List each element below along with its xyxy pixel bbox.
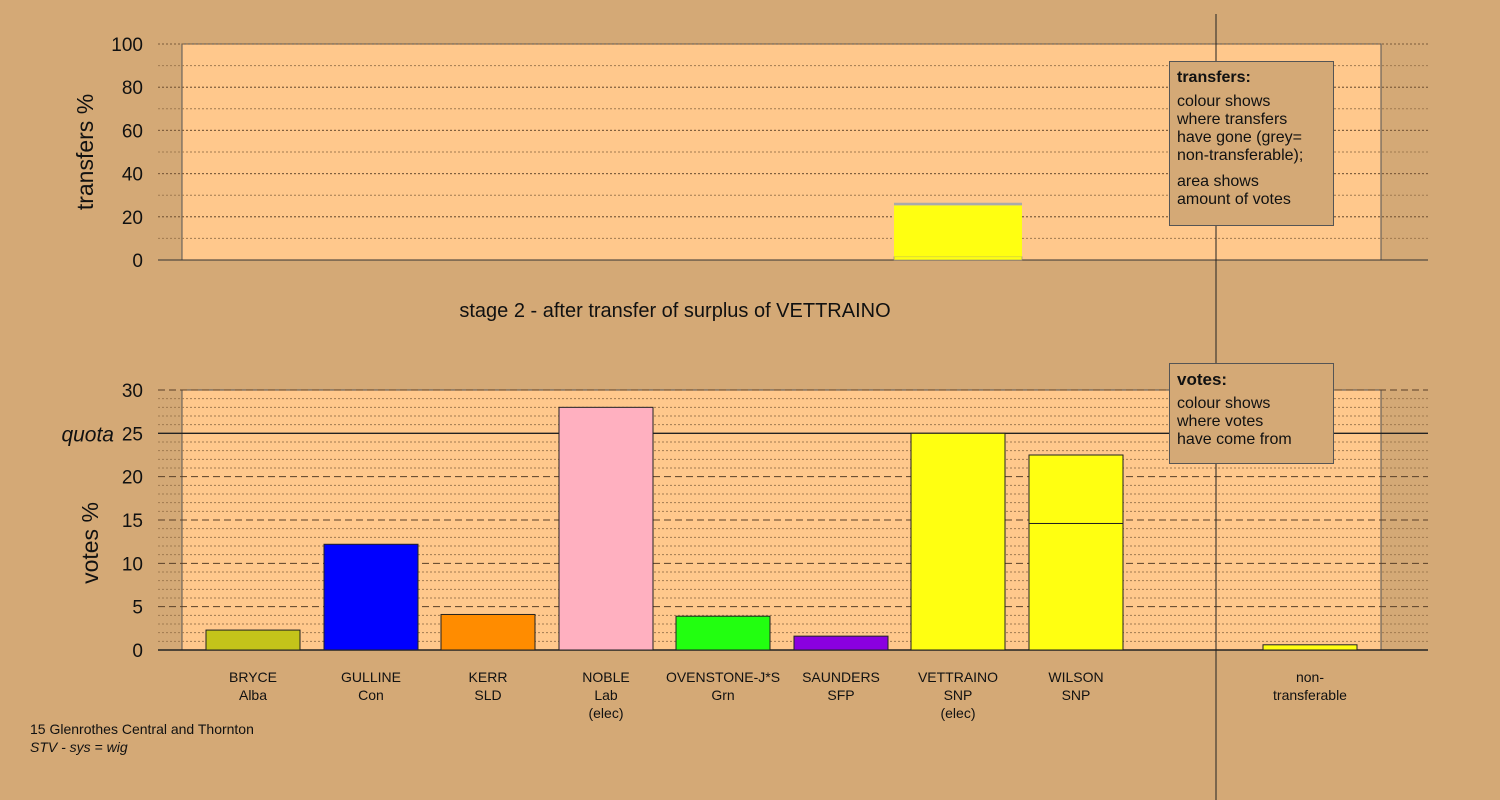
- votes-ytick-label: 25: [122, 424, 143, 445]
- legend-transfers-line: have gone (grey=: [1177, 129, 1302, 146]
- votes-ytick-label: 5: [132, 598, 143, 619]
- legend-transfers-line: area shows: [1177, 173, 1259, 190]
- legend-transfers-title: transfers:: [1177, 69, 1251, 86]
- vote-bar-segment: [910, 432, 1006, 651]
- candidate-name-label: VETTRAINO: [918, 669, 998, 685]
- transfers-ytick-label: 100: [111, 35, 143, 56]
- elected-label: (elec): [940, 705, 975, 721]
- nontransferable-bar: [1262, 644, 1358, 651]
- votes-ytick-label: 10: [122, 554, 143, 575]
- stage-title: stage 2 - after transfer of surplus of V…: [459, 300, 890, 322]
- votes-ytick-label: 30: [122, 381, 143, 402]
- vote-bar-segment: [1028, 454, 1124, 524]
- candidate-name-label: SAUNDERS: [802, 669, 880, 685]
- votes-axis-label: votes %: [77, 502, 103, 584]
- footer-system: STV - sys = wig: [30, 739, 128, 755]
- candidate-name-label: OVENSTONE-J*S: [666, 669, 780, 685]
- vote-bar-segment: [793, 635, 889, 651]
- legend-transfers-line: non-transferable);: [1177, 147, 1304, 164]
- candidate-name-label: KERR: [469, 669, 508, 685]
- votes-ytick-label: 0: [132, 641, 143, 662]
- transfers-ytick-label: 40: [122, 165, 143, 186]
- legend-transfers-line: amount of votes: [1177, 191, 1291, 208]
- transfer-segment: [894, 202, 1022, 206]
- footer-ward: 15 Glenrothes Central and Thornton: [30, 721, 254, 737]
- votes-ytick-label: 15: [122, 511, 143, 532]
- transfers-axis-label: transfers %: [72, 94, 98, 210]
- votes-ytick-label: 20: [122, 468, 143, 489]
- legend-transfers: transfers: colour shows where transfers …: [1169, 61, 1334, 226]
- vote-bar-segment: [558, 406, 654, 651]
- quota-label: quota: [61, 423, 114, 446]
- nontransferable-label: non-: [1296, 669, 1324, 685]
- candidate-party-label: SNP: [1062, 687, 1091, 703]
- candidate-party-label: SFP: [827, 687, 854, 703]
- transfers-ytick-label: 20: [122, 208, 143, 229]
- footer: 15 Glenrothes Central and Thornton STV -…: [30, 720, 254, 756]
- legend-transfers-line: colour shows: [1177, 93, 1271, 110]
- legend-transfers-line: where transfers: [1177, 111, 1288, 128]
- nontransferable-label: transferable: [1273, 687, 1347, 703]
- candidate-name-label: GULLINE: [341, 669, 401, 685]
- candidate-party-label: Alba: [239, 687, 267, 703]
- elected-label: (elec): [588, 705, 623, 721]
- vote-bar-segment: [1028, 522, 1124, 651]
- vote-bar-segment: [675, 615, 771, 651]
- transfers-ytick-label: 60: [122, 121, 143, 142]
- candidate-party-label: SLD: [474, 687, 501, 703]
- legend-votes-title: votes:: [1177, 370, 1228, 389]
- legend-votes: votes: colour shows where votes have com…: [1169, 363, 1334, 464]
- candidate-name-label: WILSON: [1048, 669, 1103, 685]
- transfers-ytick-label: 80: [122, 78, 143, 99]
- vote-bar-segment: [323, 543, 419, 651]
- candidate-party-label: SNP: [944, 687, 973, 703]
- legend-votes-line: have come from: [1177, 431, 1292, 448]
- legend-votes-line: where votes: [1177, 413, 1264, 430]
- transfer-segment: [893, 256, 1023, 261]
- candidate-party-label: Grn: [711, 687, 734, 703]
- legend-votes-line: colour shows: [1177, 395, 1271, 412]
- transfer-segment: [894, 205, 1022, 257]
- vote-bar-segment: [205, 629, 301, 651]
- transfers-ytick-label: 0: [132, 251, 143, 272]
- vote-bar-segment: [440, 613, 536, 651]
- candidate-party-label: Con: [358, 687, 384, 703]
- candidate-name-label: NOBLE: [582, 669, 629, 685]
- candidate-name-label: BRYCE: [229, 669, 277, 685]
- candidate-party-label: Lab: [594, 687, 618, 703]
